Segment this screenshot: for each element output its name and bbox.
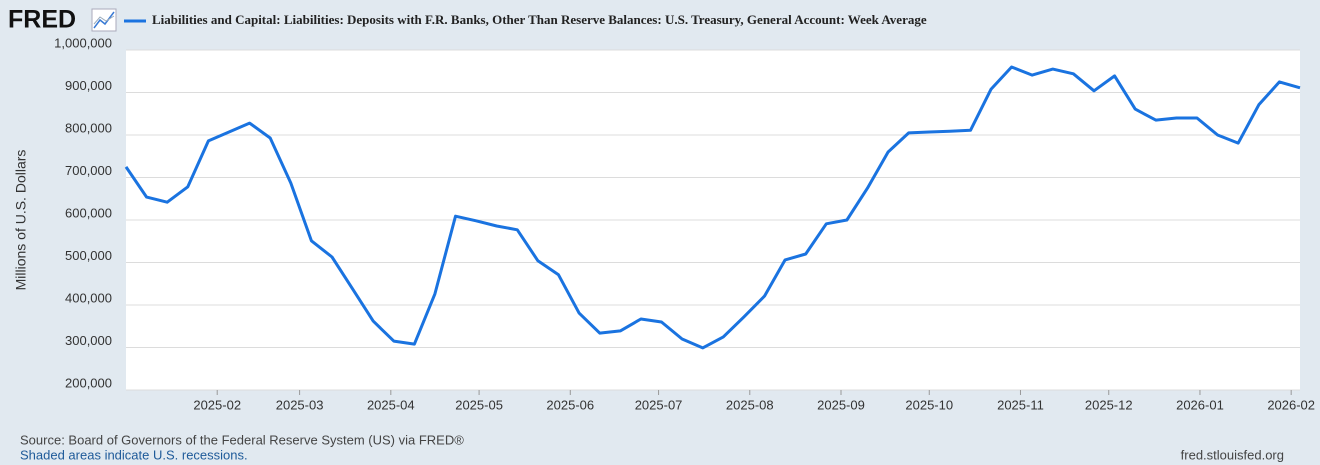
x-tick-label: 2025-10 xyxy=(905,397,953,412)
legend-label: Liabilities and Capital: Liabilities: De… xyxy=(152,12,927,27)
x-tick-label: 2025-12 xyxy=(1085,397,1133,412)
y-tick-label: 800,000 xyxy=(65,120,112,135)
y-tick-label: 200,000 xyxy=(65,375,112,390)
x-tick-label: 2026-02 xyxy=(1267,397,1315,412)
x-tick-label: 2025-08 xyxy=(726,397,774,412)
y-tick-label: 500,000 xyxy=(65,248,112,263)
data-line xyxy=(124,65,1301,350)
x-tick-label: 2025-04 xyxy=(367,397,415,412)
x-tick-label: 2025-03 xyxy=(276,397,324,412)
x-tick-label: 2026-01 xyxy=(1176,397,1224,412)
x-tick-label: 2025-07 xyxy=(635,397,683,412)
y-tick-label: 700,000 xyxy=(65,163,112,178)
x-tick-label: 2025-02 xyxy=(193,397,241,412)
source-note: Source: Board of Governors of the Federa… xyxy=(20,432,464,447)
y-tick-label: 1,000,000 xyxy=(54,35,112,50)
x-tick-label: 2025-05 xyxy=(455,397,503,412)
y-tick-label: 400,000 xyxy=(65,290,112,305)
logo[interactable]: FRED xyxy=(8,6,76,34)
x-tick-label: 2025-11 xyxy=(997,397,1044,412)
y-tick-label: 600,000 xyxy=(65,205,112,220)
y-axis-label: Millions of U.S. Dollars xyxy=(13,150,29,291)
x-tick-label: 2025-09 xyxy=(817,397,865,412)
site-link[interactable]: fred.stlouisfed.org xyxy=(1181,447,1284,462)
y-tick-label: 300,000 xyxy=(65,333,112,348)
y-tick-label: 900,000 xyxy=(65,78,112,93)
x-tick-label: 2025-06 xyxy=(546,397,594,412)
recession-note[interactable]: Shaded areas indicate U.S. recessions. xyxy=(20,447,248,462)
logo-icon xyxy=(91,8,117,32)
